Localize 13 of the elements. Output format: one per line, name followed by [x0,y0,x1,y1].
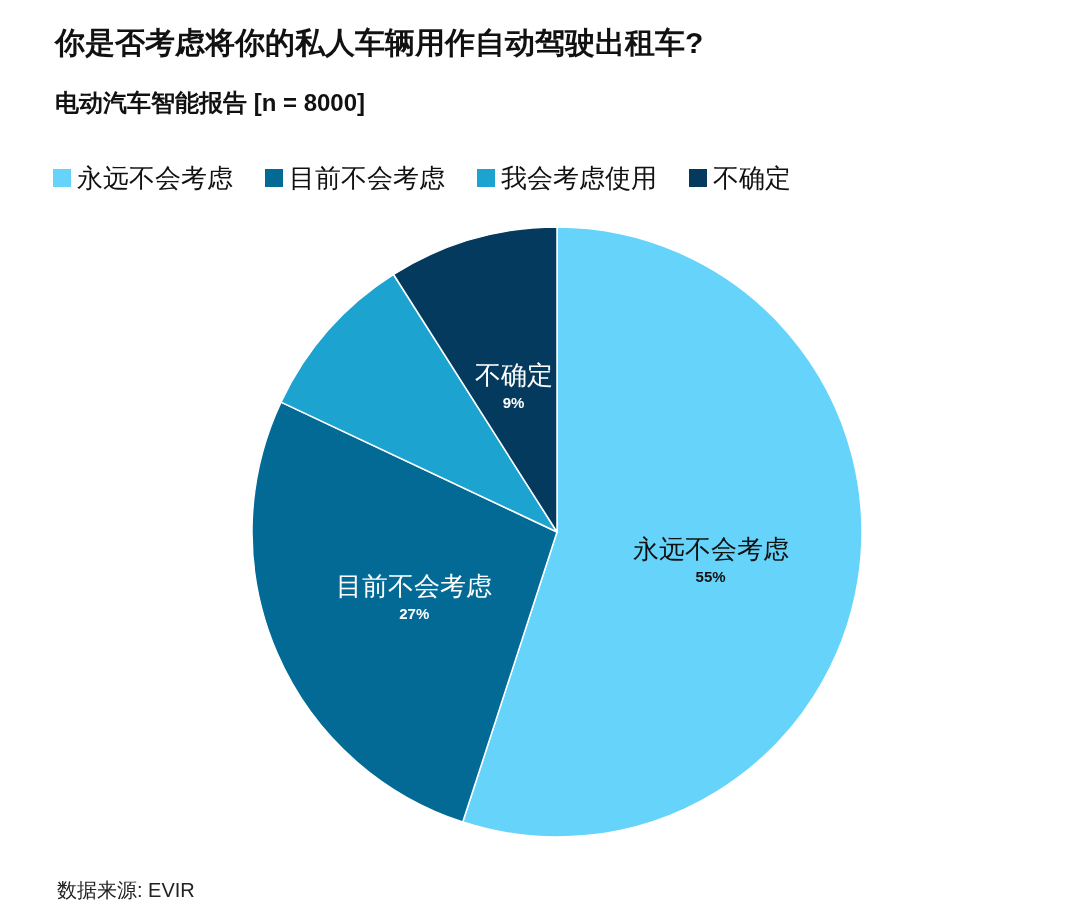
data-label: 55% [695,567,726,585]
source-note: 数据来源: EVIR [57,879,195,901]
chart-title: 你是否考虑将你的私人车辆用作自动驾驶出租车? [53,25,704,59]
legend-label: 不确定 [713,163,791,193]
data-label: 27% [399,605,430,623]
legend-label: 永远不会考虑 [77,163,233,193]
slice-label: 永远不会考虑 [632,533,789,564]
legend-label: 目前不会考虑 [289,163,445,193]
data-label: 9% [502,394,525,412]
slice-label: 不确定 [474,360,553,391]
legend-label: 我会考虑使用 [501,163,657,193]
slice-label: 目前不会考虑 [336,571,493,602]
chart-subtitle: 电动汽车智能报告 [n = 8000] [55,88,366,116]
